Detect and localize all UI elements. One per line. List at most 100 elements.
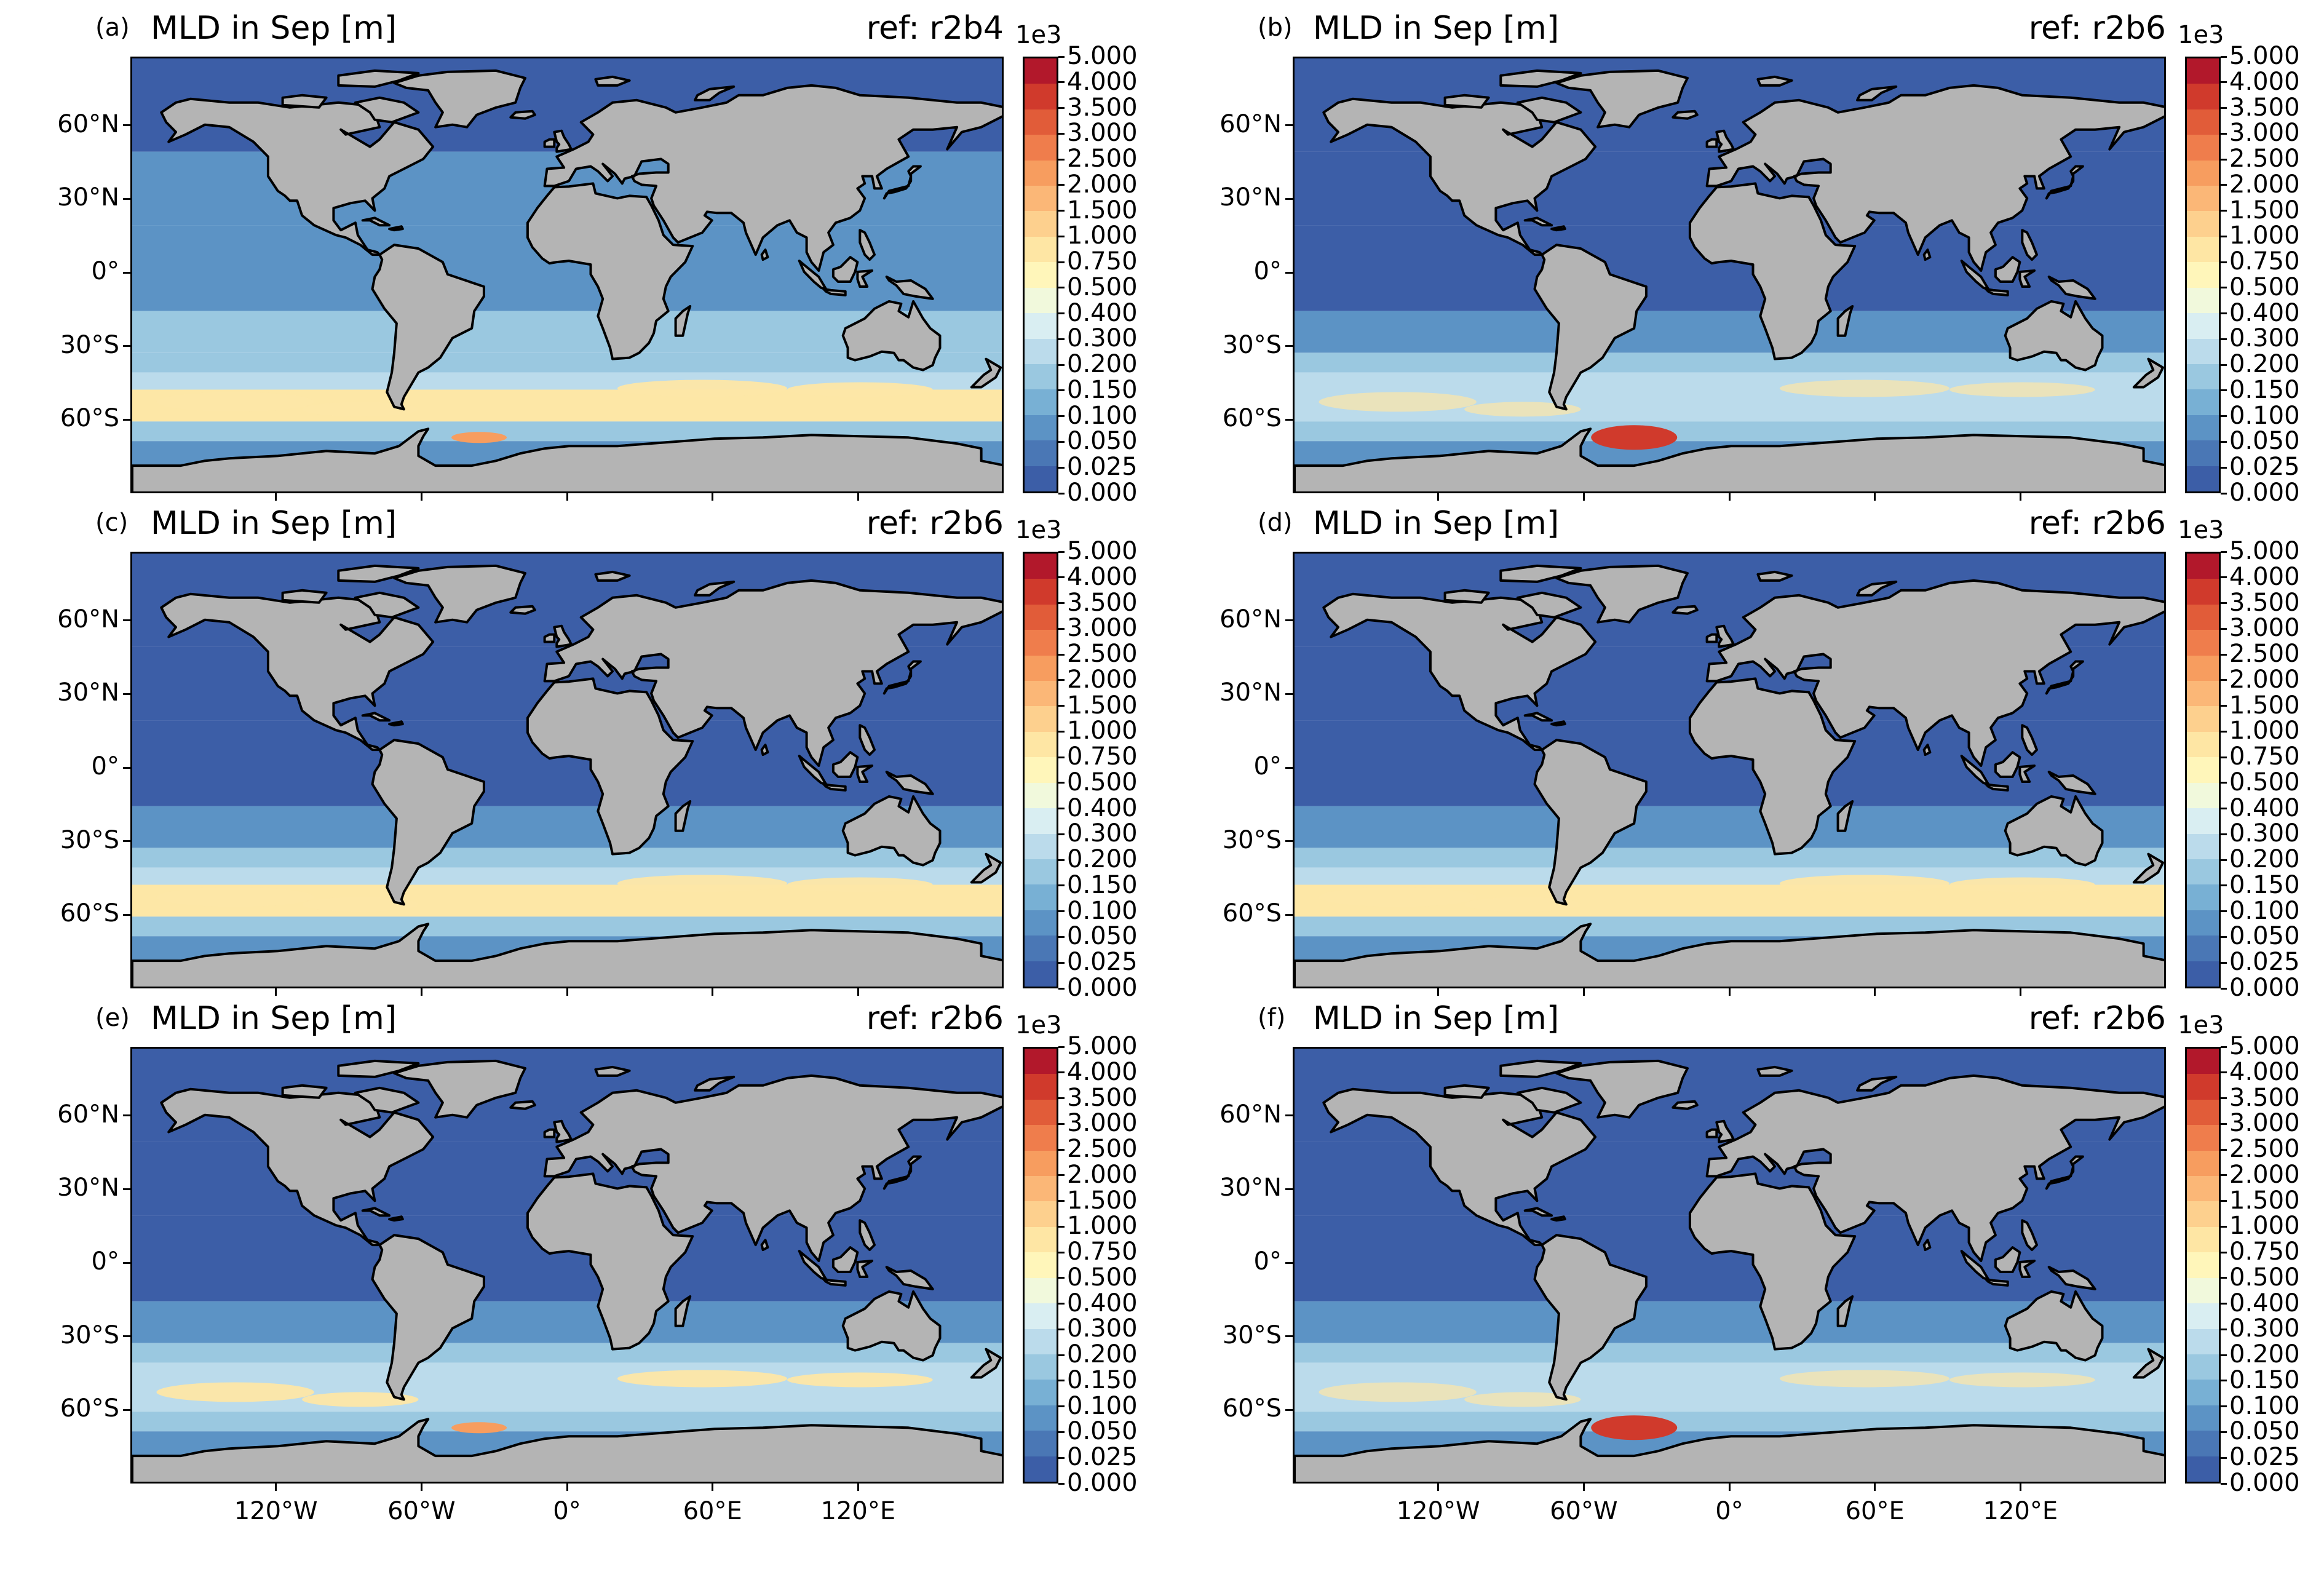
colorbar-tick-label: 1.500 — [1067, 691, 1138, 720]
panel-label: (e) — [95, 1004, 130, 1032]
colorbar-segment — [2187, 961, 2219, 987]
colorbar-tick-label: 3.000 — [2229, 119, 2300, 148]
colorbar-segment — [2187, 706, 2219, 733]
colorbar-tick — [2221, 1251, 2227, 1253]
longitude-tick — [275, 493, 277, 501]
map-panel-a: (a) MLD in Sep [m] ref: r2b4 1e3 5.000 4.000 3… — [0, 0, 1162, 507]
colorbar-tick-label: 0.100 — [1067, 401, 1138, 430]
latitude-tick-label: 60°N — [57, 605, 119, 634]
colorbar-tick-label: 0.750 — [2229, 1237, 2300, 1266]
colorbar-segment — [2187, 1380, 2219, 1406]
latitude-tick-label: 60°N — [57, 1100, 119, 1129]
land-greenland — [393, 564, 526, 624]
colorbar-tick — [1058, 363, 1065, 366]
colorbar-tick — [1058, 627, 1065, 630]
colorbar-tick-label: 0.500 — [1067, 1263, 1138, 1292]
longitude-tick — [712, 493, 714, 501]
colorbar-tick-label: 0.050 — [2229, 427, 2300, 456]
panel-reference: ref: r2b4 — [866, 10, 1004, 47]
land-borneo — [831, 1246, 859, 1273]
colorbar-tick-label: 0.750 — [2229, 742, 2300, 771]
land-uk — [553, 624, 573, 648]
colorbar-segment — [2187, 211, 2219, 237]
land-masses — [1295, 1059, 2164, 1482]
colorbar-segment — [1025, 1405, 1057, 1431]
colorbar-tick-label: 2.500 — [2229, 145, 2300, 173]
land-novaya — [694, 580, 736, 597]
land-africa — [1688, 182, 1857, 360]
colorbar-tick-label: 0.500 — [2229, 1263, 2300, 1292]
colorbar-tick-label: 5.000 — [1067, 537, 1138, 565]
land-victoria — [281, 1084, 328, 1099]
map-panel-e: (e) MLD in Sep [m] ref: r2b6 1e3 5.000 4.000 3… — [0, 990, 1162, 1525]
colorbar-tick — [1058, 287, 1065, 289]
land-greenland — [1555, 1059, 1689, 1119]
colorbar-tick — [1058, 492, 1065, 495]
colorbar-segment — [2187, 440, 2219, 467]
latitude-tick — [123, 124, 130, 127]
land-iceland — [509, 109, 536, 120]
longitude-tick-label: 60°E — [683, 1497, 742, 1525]
panel-reference: ref: r2b6 — [2028, 505, 2166, 542]
southern-ocean-deep-mixing — [1949, 382, 2095, 397]
colorbar-segment — [2187, 415, 2219, 441]
land-iceland — [1672, 109, 1699, 120]
land-japan — [2045, 660, 2084, 695]
colorbar-tick-label: 1.500 — [2229, 1186, 2300, 1215]
colorbar-segment — [1025, 782, 1057, 809]
latitude-tick — [123, 1408, 130, 1411]
colorbar-tick — [1058, 338, 1065, 340]
latitude-tick-label: 60°S — [1222, 899, 1282, 928]
latitude-tick-label: 0° — [1253, 1247, 1282, 1276]
colorbar-segment — [1025, 731, 1057, 758]
land-philippines — [2021, 724, 2038, 757]
latitude-tick — [1285, 1114, 1293, 1117]
land-antarctica — [132, 923, 1002, 987]
land-eurasia — [1705, 1074, 2164, 1262]
latitude-tick-label: 0° — [1253, 257, 1282, 285]
panel-reference: ref: r2b6 — [2028, 10, 2166, 47]
colorbar-segment — [1025, 630, 1057, 656]
land-baffin — [354, 591, 420, 619]
colorbar-segment — [2187, 1354, 2219, 1380]
colorbar-segment — [1025, 84, 1057, 110]
longitude-tick-label: 60°W — [387, 1497, 456, 1525]
colorbar-tick-label: 4.000 — [2229, 562, 2300, 591]
land-cuba — [1523, 1207, 1553, 1217]
colorbar-segment — [2187, 1176, 2219, 1202]
latitude-tick — [123, 619, 130, 622]
land-masses — [1295, 564, 2164, 987]
colorbar-tick-label: 3.000 — [1067, 614, 1138, 643]
land-sulawesi — [2018, 269, 2036, 288]
colorbar-tick-label: 3.500 — [1067, 588, 1138, 617]
land-ellesmere — [1499, 69, 1582, 88]
colorbar-tick — [2221, 287, 2227, 289]
latitude-tick-label: 30°N — [1220, 678, 1282, 707]
colorbar-tick-label: 0.050 — [2229, 922, 2300, 951]
colorbar-segment — [1025, 1125, 1057, 1151]
land-philippines — [859, 724, 876, 757]
land-ellesmere — [1499, 1059, 1582, 1078]
land-ireland — [543, 138, 556, 148]
colorbar-tick-label: 4.000 — [1067, 562, 1138, 591]
latitude-tick-label: 60°N — [57, 109, 119, 138]
panel-reference: ref: r2b6 — [2028, 1000, 2166, 1037]
colorbar-segment — [1025, 415, 1057, 441]
colorbar-segment — [2187, 1303, 2219, 1330]
colorbar-tick-label: 5.000 — [1067, 1032, 1138, 1060]
latitude-tick — [123, 693, 130, 695]
land-cuba — [361, 1207, 391, 1217]
land-srilanka — [760, 744, 769, 757]
longitude-tick-label: 60°W — [1550, 1497, 1618, 1525]
colorbar-tick — [2221, 910, 2227, 913]
land-svalbard — [1756, 75, 1793, 87]
land-sulawesi — [2018, 1260, 2036, 1278]
colorbar-segment — [1025, 135, 1057, 161]
land-australia — [841, 300, 942, 371]
land-japan — [2045, 1155, 2084, 1190]
colorbar-tick — [1058, 55, 1065, 58]
weddell-deep-convection — [451, 432, 507, 443]
colorbar-segment — [2187, 287, 2219, 314]
colorbar-segment — [1025, 833, 1057, 860]
colorbar-segment — [2187, 160, 2219, 186]
